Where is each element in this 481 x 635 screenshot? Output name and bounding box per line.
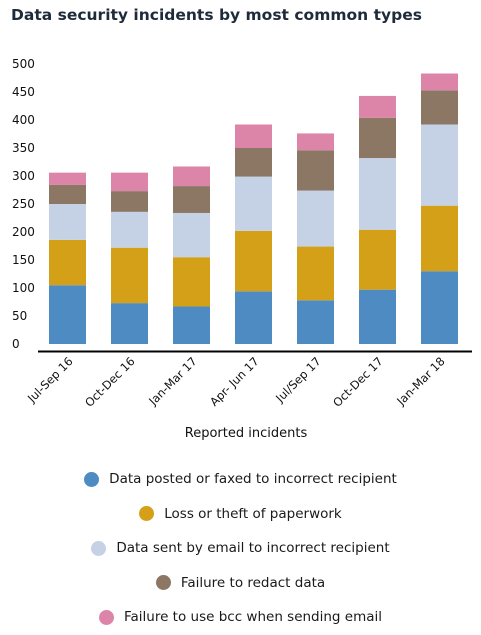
y-tick-label: 350 <box>12 141 35 155</box>
bar-segment <box>359 95 396 118</box>
x-axis-labels: Jul-Sep 16 Oct-Dec 16 Jan-Mar 17 Apr- Jun 1… <box>24 354 448 410</box>
legend-swatch <box>98 609 114 625</box>
bar-segment <box>235 124 272 148</box>
y-tick-label: 400 <box>12 113 35 127</box>
legend-item: Failure to redact data <box>0 566 481 601</box>
bar-segment <box>49 204 86 240</box>
legend-label: Data posted or faxed to incorrect recipi… <box>109 471 397 488</box>
legend-swatch <box>139 506 155 522</box>
bar-segment <box>297 133 334 151</box>
y-tick-label: 250 <box>12 197 35 211</box>
bar-segment <box>49 239 86 286</box>
y-tick-label: 200 <box>12 225 35 239</box>
bar-segment <box>49 285 86 344</box>
bar-segment <box>111 247 148 304</box>
bar-segment <box>49 172 86 185</box>
bar-segment <box>297 190 334 247</box>
legend-label: Failure to use bcc when sending email <box>123 609 383 626</box>
y-tick-label: 100 <box>12 281 35 295</box>
bar-segment <box>359 229 396 290</box>
bar-segment <box>421 73 458 91</box>
legend-swatch <box>155 575 171 591</box>
bar-segment <box>111 172 148 192</box>
bar-segment <box>297 246 334 301</box>
legend-swatch <box>91 540 107 556</box>
x-tick-label: Jul/Sep 17 <box>272 354 323 405</box>
bar-segment <box>173 306 210 344</box>
bar-segment <box>421 205 458 272</box>
legend-item: Failure to use bcc when sending email <box>0 600 481 635</box>
legend-item: Data posted or faxed to incorrect recipi… <box>0 462 481 497</box>
x-tick-label: Oct-Dec 17 <box>330 354 386 410</box>
bar-segment <box>173 212 210 258</box>
y-tick-label: 50 <box>12 309 27 323</box>
bar-segment <box>297 150 334 191</box>
x-tick-label: Jan-Mar 18 <box>393 354 447 408</box>
bar-segment <box>359 117 396 159</box>
y-axis-ticks: 0 50 100 150 200 250 300 350 400 450 500 <box>12 57 35 351</box>
y-tick-label: 450 <box>12 85 35 99</box>
bar-segment <box>111 303 148 344</box>
chart-title: Data security incidents by most common t… <box>11 6 422 24</box>
legend-item: Loss or theft of paperwork <box>0 497 481 532</box>
bar-segment <box>235 148 272 177</box>
x-tick-label: Oct-Dec 16 <box>82 354 138 410</box>
y-tick-label: 0 <box>12 337 20 351</box>
x-tick-label: Jan-Mar 17 <box>145 354 199 408</box>
bar-segment <box>421 271 458 344</box>
bar-segment <box>421 124 458 206</box>
bars <box>49 73 458 344</box>
bar-segment <box>235 230 272 292</box>
legend-label: Failure to redact data <box>180 574 326 591</box>
stacked-bar-chart: 0 50 100 150 200 250 300 350 400 450 500 Jul-Sep 1… <box>12 57 472 441</box>
legend-item: Data sent by email to incorrect recipien… <box>0 531 481 566</box>
bar-segment <box>235 176 272 231</box>
bar-segment <box>173 166 210 187</box>
bar-segment <box>297 300 334 344</box>
y-tick-label: 150 <box>12 253 35 267</box>
bar-segment <box>49 184 86 204</box>
bar-segment <box>421 90 458 125</box>
x-tick-label: Jul-Sep 16 <box>24 354 76 406</box>
bar-segment <box>235 291 272 344</box>
bar-segment <box>173 186 210 213</box>
legend-label: Data sent by email to incorrect recipien… <box>116 540 390 557</box>
legend-label: Loss or theft of paperwork <box>164 505 342 522</box>
bar-segment <box>359 289 396 344</box>
x-axis-title: Reported incidents <box>185 426 308 441</box>
bar-segment <box>173 257 210 307</box>
y-tick-label: 300 <box>12 169 35 183</box>
y-tick-label: 500 <box>12 57 35 71</box>
bar-segment <box>111 211 148 248</box>
legend: Data posted or faxed to incorrect recipi… <box>0 462 481 635</box>
bar-segment <box>359 158 396 230</box>
x-tick-label: Apr- Jun 17 <box>207 354 262 409</box>
legend-swatch <box>84 471 100 487</box>
bar-segment <box>111 191 148 212</box>
